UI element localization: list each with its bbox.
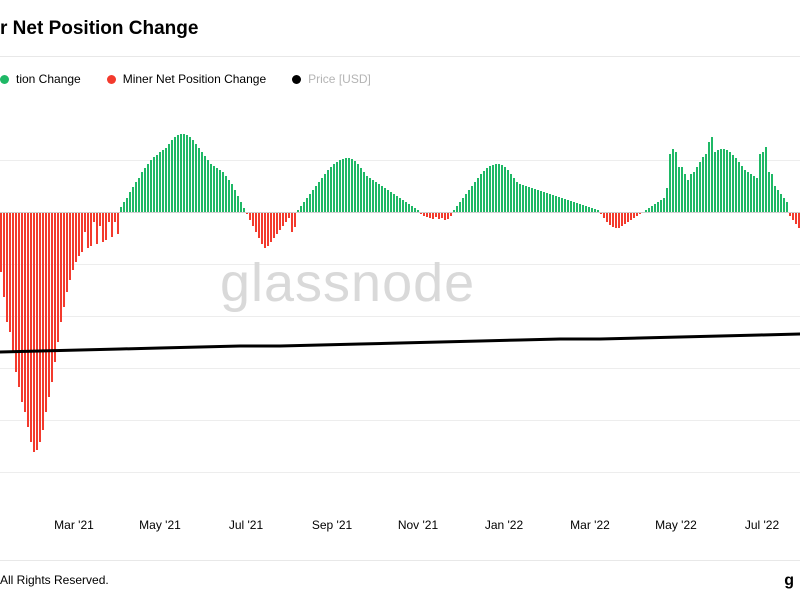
x-tick-label: Sep '21	[312, 518, 352, 532]
legend-item: tion Change	[0, 72, 81, 86]
x-tick-label: Mar '22	[570, 518, 610, 532]
x-tick-label: Mar '21	[54, 518, 94, 532]
x-tick-label: Jan '22	[485, 518, 523, 532]
x-tick-label: Jul '21	[229, 518, 263, 532]
legend-item: Price [USD]	[292, 72, 371, 86]
footer: All Rights Reserved.	[0, 560, 800, 587]
x-tick-label: Nov '21	[398, 518, 438, 532]
x-tick-label: May '22	[655, 518, 697, 532]
x-tick-label: Jul '22	[745, 518, 779, 532]
legend-dot-icon	[107, 75, 116, 84]
divider	[0, 56, 800, 57]
price-line	[0, 120, 800, 510]
legend-dot-icon	[0, 75, 9, 84]
legend-label: Price [USD]	[308, 72, 371, 86]
chart-area: glassnode	[0, 120, 800, 510]
watermark: glassnode	[220, 252, 475, 314]
copyright-text: All Rights Reserved.	[0, 573, 109, 587]
legend-item: Miner Net Position Change	[107, 72, 266, 86]
legend-dot-icon	[292, 75, 301, 84]
x-tick-label: May '21	[139, 518, 181, 532]
brand-glyph: g	[784, 572, 794, 590]
x-axis: Mar '21 May '21 Jul '21 Sep '21 Nov '21 Jan '…	[0, 518, 800, 542]
chart-title: r Net Position Change	[0, 18, 198, 40]
legend-label: tion Change	[16, 72, 81, 86]
legend-label: Miner Net Position Change	[123, 72, 266, 86]
legend: tion Change Miner Net Position Change Pric…	[0, 72, 371, 86]
